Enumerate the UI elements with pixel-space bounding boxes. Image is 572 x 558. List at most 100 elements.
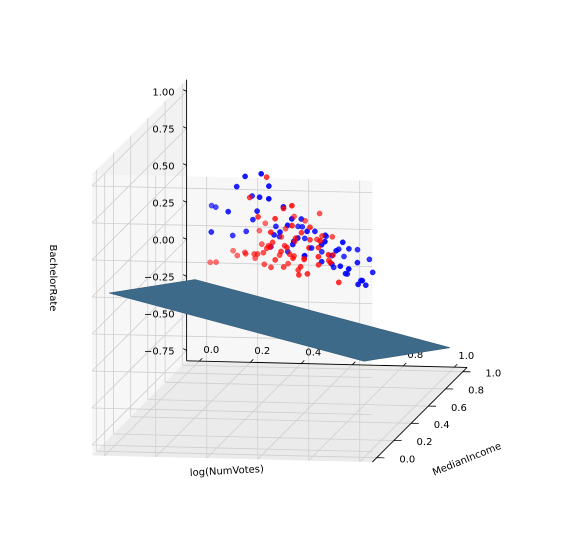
grid-line: [91, 91, 187, 187]
data-point: [265, 242, 272, 249]
x-axis-label: log(NumVotes): [190, 464, 265, 479]
x-axis-line: [186, 360, 468, 368]
grid-line: [91, 165, 187, 261]
data-point: [295, 223, 301, 230]
data-points: [207, 170, 376, 289]
data-point: [345, 266, 352, 272]
data-point: [341, 253, 347, 260]
x-tick-label: 0.4: [305, 347, 321, 358]
grid-line: [130, 416, 412, 424]
y-tick-label: 0.8: [468, 386, 484, 397]
x-tick-label: 1.0: [458, 351, 474, 362]
grid-line: [91, 222, 373, 230]
data-point: [295, 267, 302, 273]
z-tick-label: 0.75: [152, 124, 174, 135]
data-point: [230, 247, 236, 254]
x-tick-mark: [454, 363, 458, 368]
grid-line: [308, 365, 404, 461]
data-point: [250, 216, 256, 223]
data-point: [260, 249, 267, 256]
data-point: [242, 249, 248, 256]
z-tick-mark: [183, 348, 187, 351]
data-point: [296, 272, 302, 278]
data-point: [362, 282, 369, 289]
data-point: [268, 264, 274, 271]
data-point: [242, 173, 248, 180]
data-point: [208, 202, 215, 209]
data-point: [289, 202, 295, 209]
data-point: [318, 248, 325, 255]
y-axis-label: MedianIncome: [431, 441, 503, 479]
fitted-surface: [108, 279, 451, 362]
grid-line: [91, 259, 373, 267]
axis-panes: [92, 79, 468, 462]
z-tick-mark: [183, 89, 187, 92]
data-point: [282, 225, 289, 232]
data-point: [346, 245, 352, 252]
pane-floor: [92, 360, 468, 462]
x-tick-mark: [301, 360, 305, 364]
z-tick-label: −0.50: [144, 309, 175, 320]
data-point: [301, 256, 308, 263]
z-tick-label: 1.00: [152, 87, 174, 98]
grid-line: [155, 362, 251, 458]
z-tick-label: −0.75: [144, 346, 175, 357]
data-point: [301, 235, 308, 242]
grid-line: [91, 444, 373, 452]
data-point: [312, 228, 318, 235]
data-point: [292, 238, 298, 245]
data-point: [354, 259, 361, 266]
z-tick-label: 0.25: [152, 198, 174, 209]
x-tick-mark: [403, 362, 407, 367]
data-point: [316, 210, 323, 217]
grid-line: [147, 399, 429, 407]
data-point: [355, 281, 361, 288]
grid-line: [91, 313, 187, 409]
data-point: [208, 229, 215, 235]
data-point: [278, 234, 285, 240]
data-point: [339, 239, 346, 246]
data-point: [291, 253, 297, 259]
grid-line: [91, 350, 187, 446]
data-point: [307, 236, 313, 243]
data-point: [315, 244, 322, 251]
data-point: [273, 223, 279, 230]
data-point: [337, 263, 344, 270]
data-point: [267, 229, 274, 236]
data-point: [225, 208, 232, 215]
data-point: [315, 253, 322, 260]
data-point: [254, 208, 260, 214]
x-tick-mark: [199, 357, 203, 362]
data-point: [233, 183, 240, 190]
data-point: [366, 256, 373, 263]
data-point: [252, 255, 258, 262]
x-tick-mark: [352, 361, 356, 365]
data-point: [265, 195, 272, 202]
data-point: [255, 214, 261, 220]
data-point: [280, 205, 287, 212]
grid-line: [104, 360, 200, 456]
grid-line: [113, 433, 394, 441]
grid-line: [96, 450, 377, 459]
data-point: [256, 227, 263, 234]
data-point: [258, 170, 265, 177]
data-point: [280, 264, 287, 270]
grid-line: [91, 239, 187, 335]
data-point: [335, 246, 342, 253]
data-point: [354, 246, 361, 253]
data-point: [263, 174, 270, 180]
data-point: [302, 217, 308, 224]
data-point: [258, 241, 265, 247]
data-point: [304, 228, 310, 235]
y-tick-label: 0.0: [399, 454, 415, 465]
grid-line: [206, 363, 302, 459]
data-point: [291, 213, 297, 220]
z-tick-label: 0.50: [152, 161, 174, 172]
data-point: [325, 257, 332, 264]
tick-labels: 0.00.20.40.60.81.00.00.20.40.60.81.01.00…: [144, 87, 501, 465]
x-tick-label: 0.2: [254, 346, 270, 357]
data-point: [261, 261, 268, 268]
grid-line: [91, 128, 187, 224]
grid-line: [91, 370, 373, 378]
